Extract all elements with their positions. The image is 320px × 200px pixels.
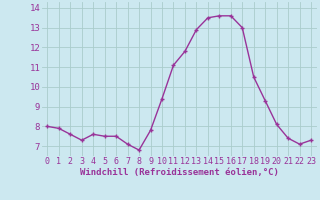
X-axis label: Windchill (Refroidissement éolien,°C): Windchill (Refroidissement éolien,°C) — [80, 168, 279, 177]
